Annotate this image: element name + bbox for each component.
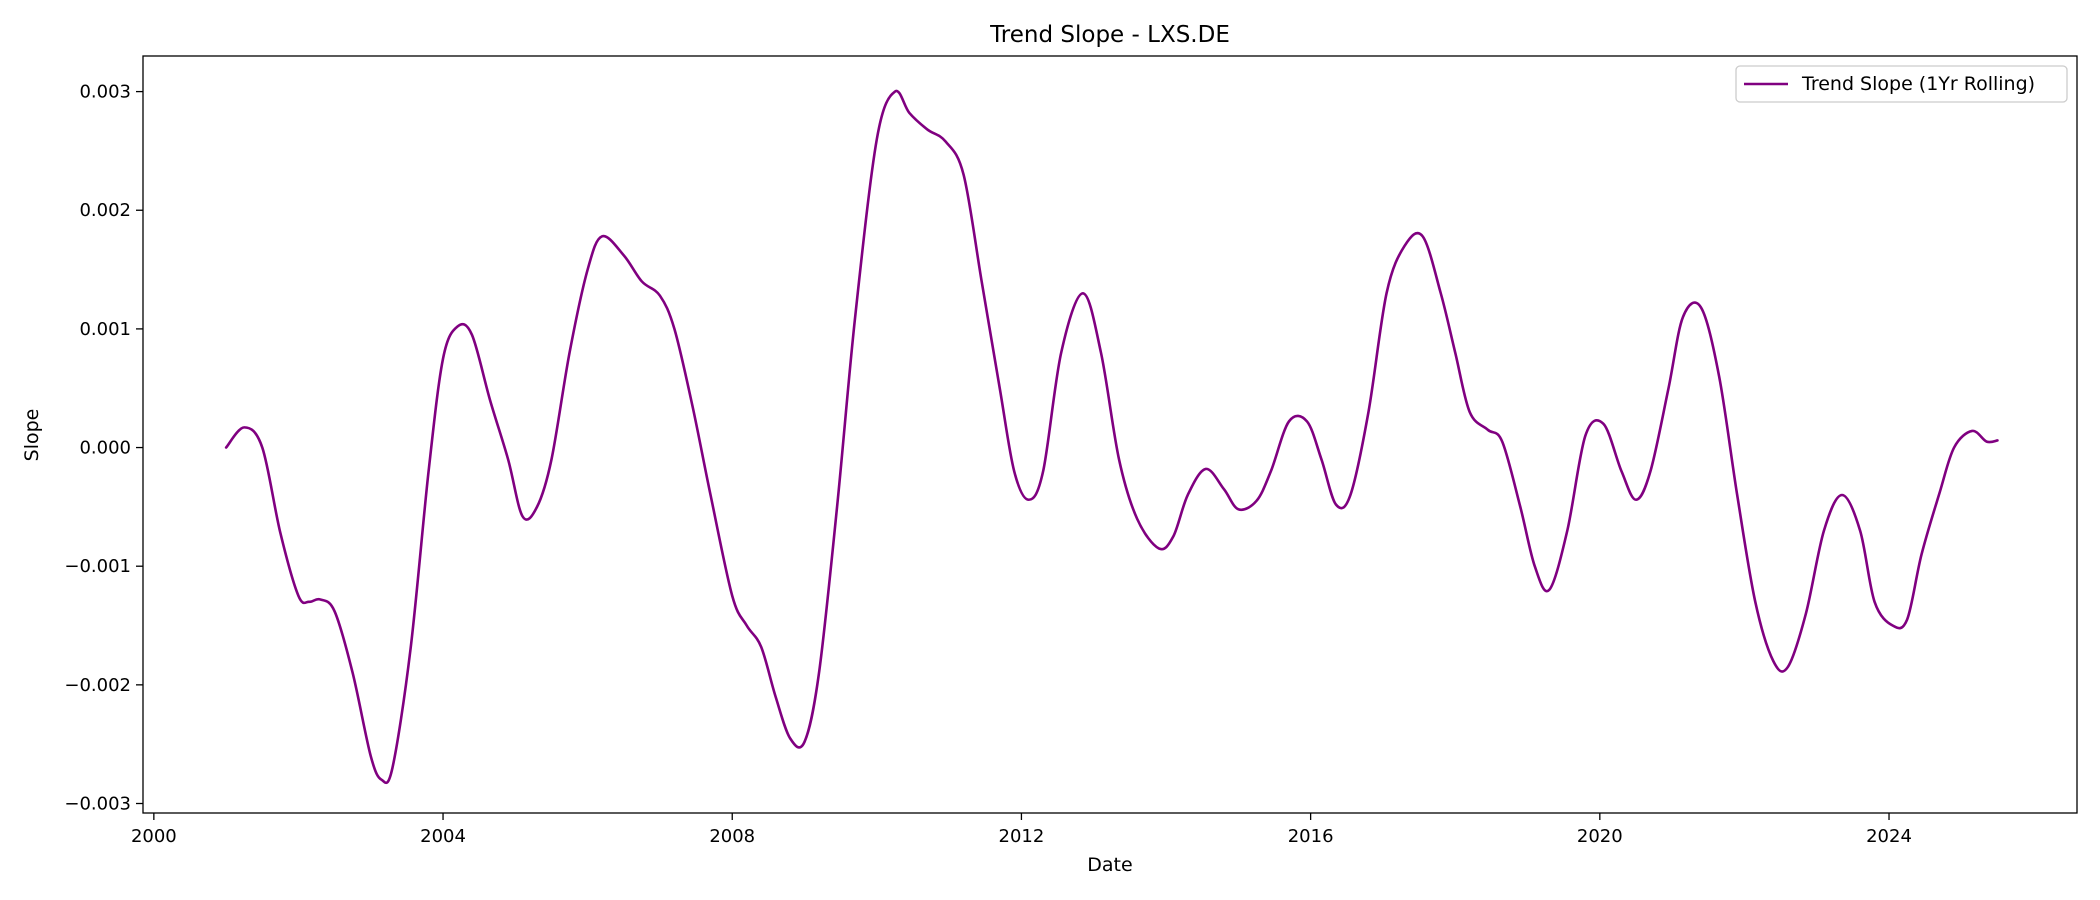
- y-axis-title: Slope: [21, 409, 43, 462]
- legend: Trend Slope (1Yr Rolling): [1735, 65, 2068, 103]
- y-tick-label: −0.003: [64, 794, 131, 815]
- y-tick-label: −0.001: [64, 556, 131, 577]
- y-axis: −0.003 −0.002 −0.001 0.000 0.001 0.002 0.003: [64, 82, 143, 815]
- x-tick-label: 2020: [1577, 826, 1623, 847]
- y-tick-label: 0.002: [79, 200, 131, 221]
- x-axis: 2000 2004 2008 2012 2016 2020 2024: [131, 813, 1912, 847]
- y-tick-label: 0.000: [79, 438, 131, 459]
- plot-frame: [142, 55, 2078, 814]
- plot-area: [142, 55, 2078, 814]
- x-tick-label: 2004: [420, 826, 466, 847]
- legend-label: Trend Slope (1Yr Rolling): [1801, 73, 2035, 95]
- y-tick-label: 0.003: [79, 82, 131, 103]
- x-tick-label: 2008: [709, 826, 755, 847]
- y-tick-label: −0.002: [64, 675, 131, 696]
- legend-frame: [1735, 65, 2068, 103]
- series-line-trend-slope: [224, 89, 1999, 785]
- x-tick-label: 2012: [999, 826, 1045, 847]
- x-axis-title: Date: [1087, 854, 1132, 876]
- x-tick-label: 2016: [1288, 826, 1334, 847]
- x-tick-label: 2000: [131, 826, 177, 847]
- x-tick-label: 2024: [1866, 826, 1912, 847]
- y-tick-label: 0.001: [79, 319, 131, 340]
- chart-title: Trend Slope - LXS.DE: [989, 22, 1230, 48]
